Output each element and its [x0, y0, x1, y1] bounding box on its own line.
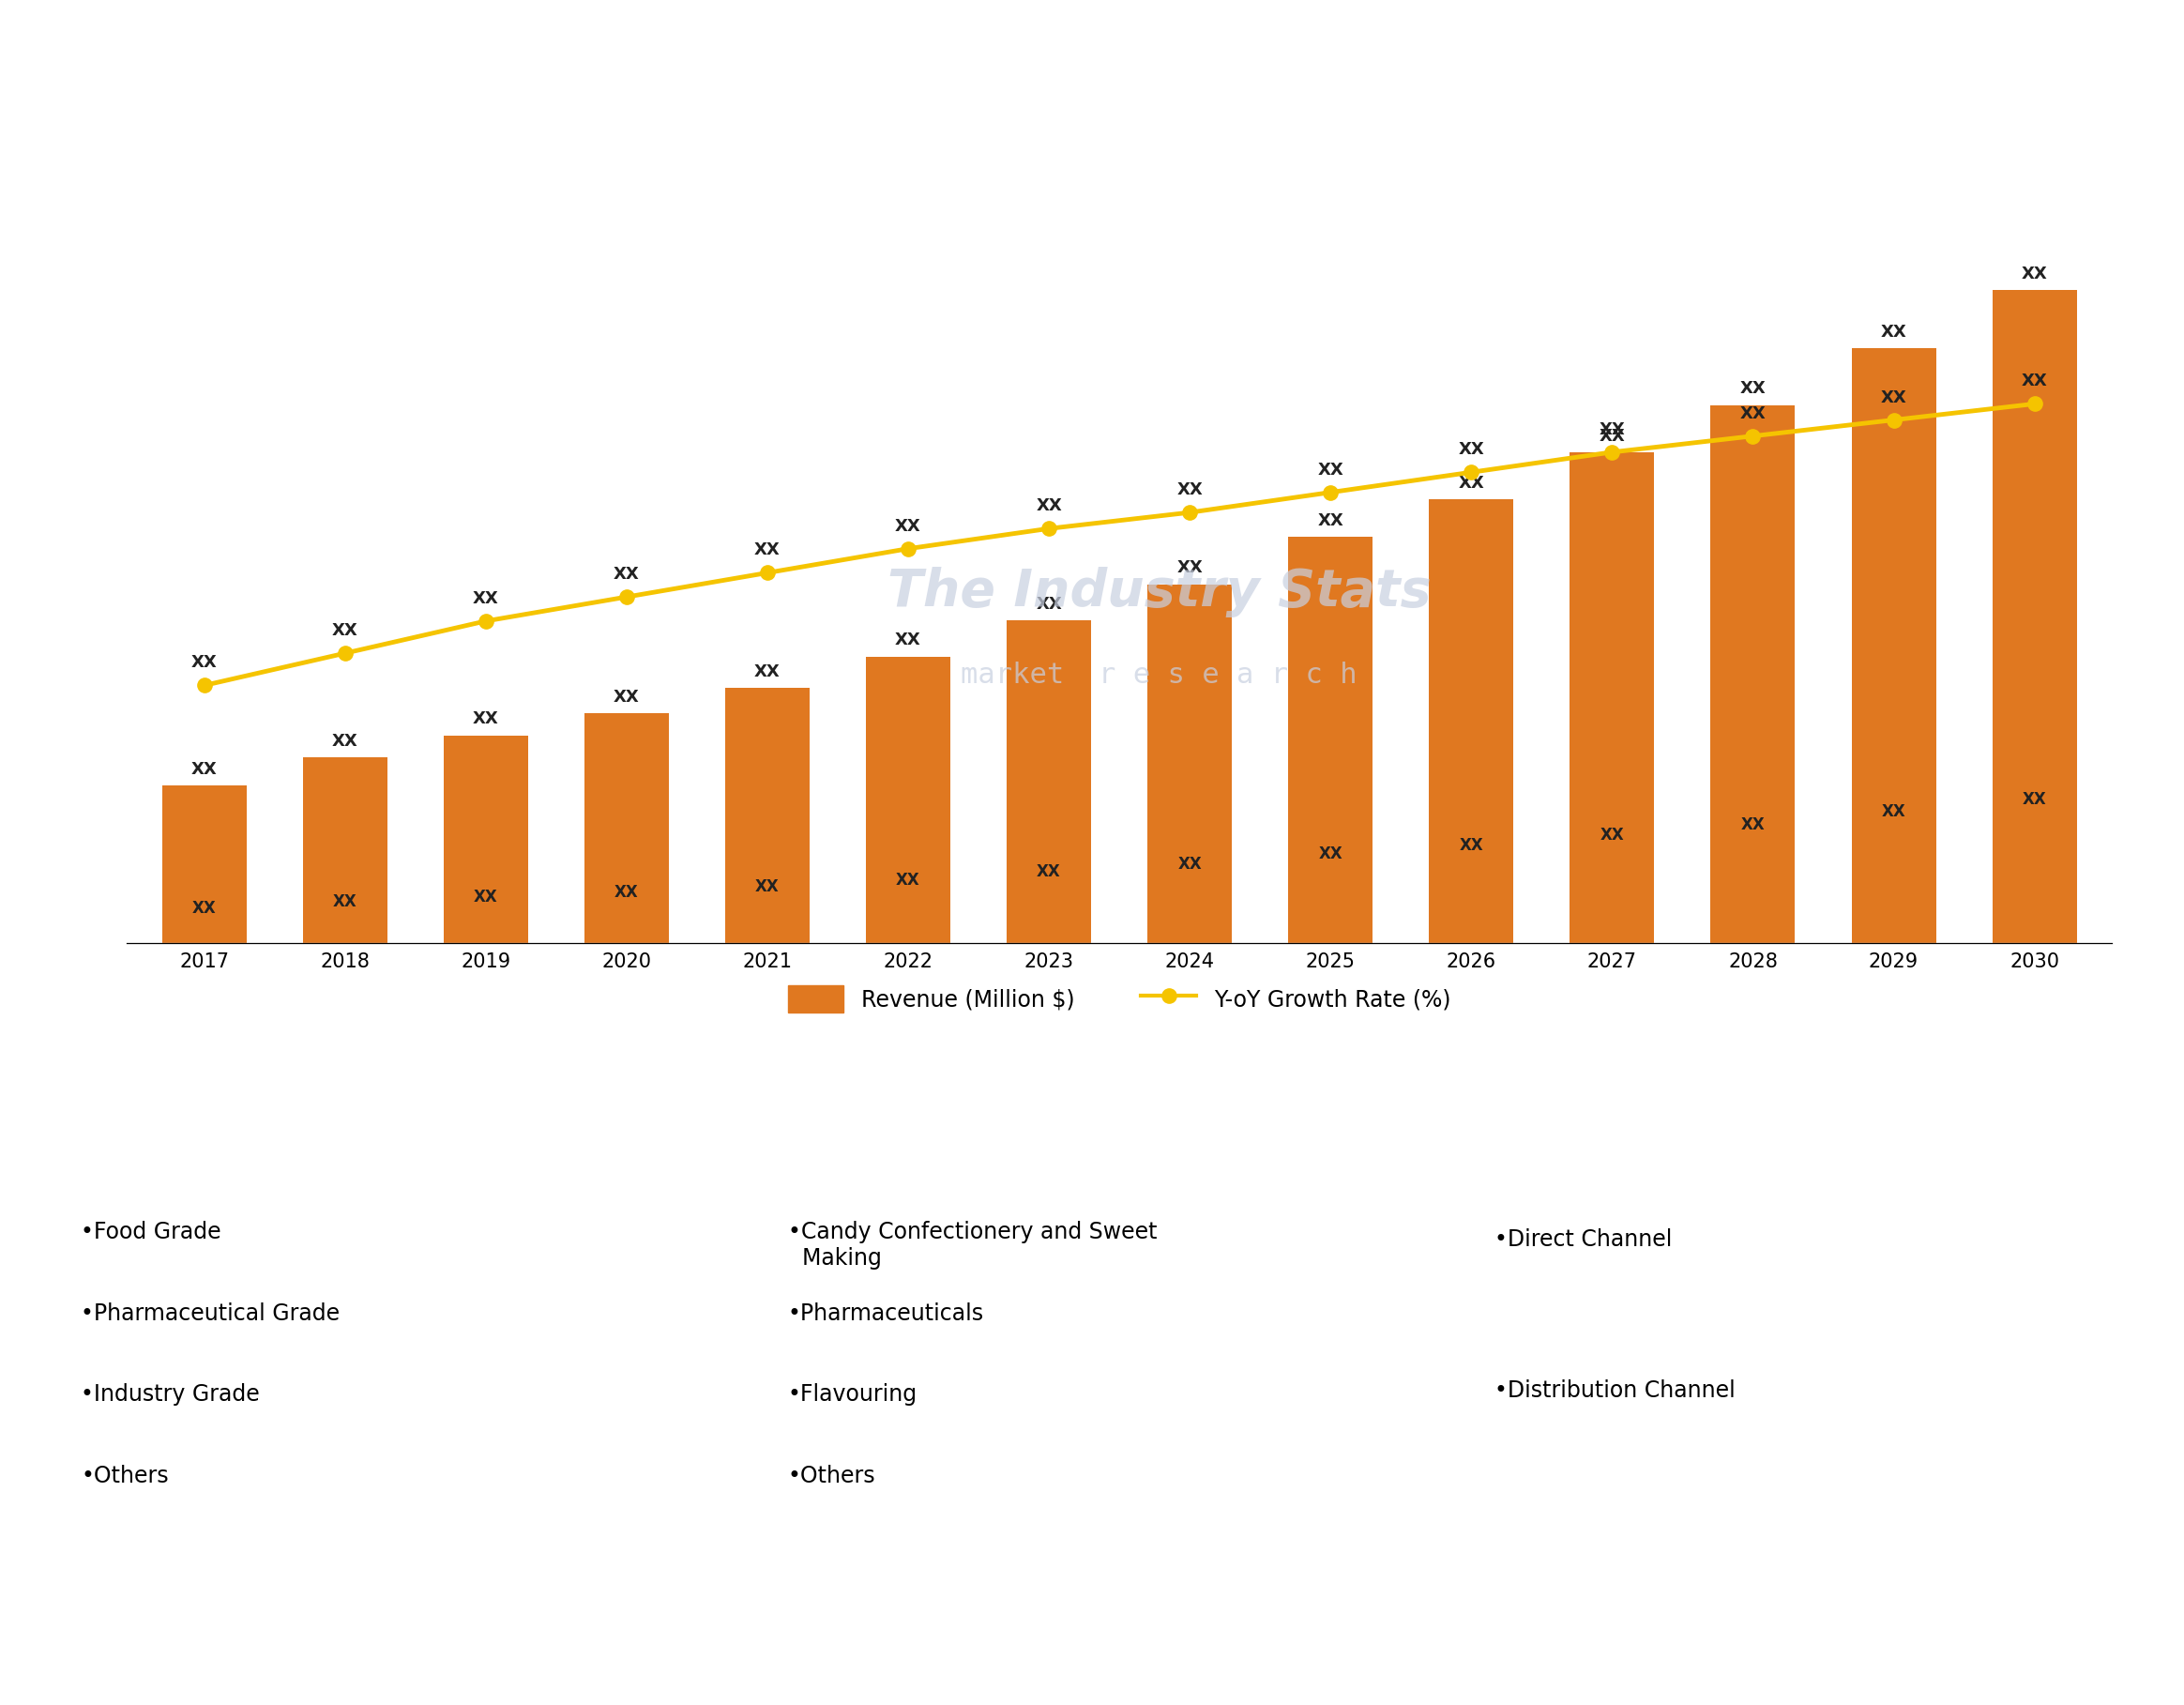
Text: XX: XX	[895, 518, 922, 535]
Text: XX: XX	[474, 888, 498, 905]
Text: XX: XX	[1599, 421, 1625, 438]
Text: •Flavouring: •Flavouring	[788, 1383, 917, 1407]
Text: •Food Grade: •Food Grade	[81, 1221, 221, 1243]
Bar	[1710, 406, 1795, 943]
Bar	[1428, 500, 1514, 943]
Legend: Revenue (Million $), Y-oY Growth Rate (%): Revenue (Million $), Y-oY Growth Rate (%…	[780, 977, 1459, 1021]
Text: XX: XX	[192, 900, 216, 917]
Text: XX: XX	[895, 633, 922, 650]
Text: •Candy Confectionery and Sweet
  Making: •Candy Confectionery and Sweet Making	[788, 1221, 1158, 1270]
Text: XX: XX	[1741, 406, 1767, 421]
Text: XX: XX	[1459, 442, 1485, 459]
Text: •Others: •Others	[788, 1465, 876, 1487]
Text: XX: XX	[472, 590, 498, 607]
Text: XX: XX	[1177, 856, 1201, 873]
Text: XX: XX	[1880, 389, 1907, 406]
Text: XX: XX	[1459, 474, 1485, 491]
Text: XX: XX	[1741, 817, 1765, 834]
Text: XX: XX	[1177, 559, 1203, 576]
Bar	[1147, 585, 1232, 943]
Text: •Distribution Channel: •Distribution Channel	[1494, 1379, 1736, 1403]
Text: XX: XX	[1317, 513, 1343, 529]
Text: XX: XX	[1037, 863, 1061, 880]
Text: •Direct Channel: •Direct Channel	[1494, 1228, 1673, 1251]
Text: XX: XX	[332, 622, 358, 639]
Bar	[585, 713, 668, 943]
Text: XX: XX	[614, 883, 638, 900]
Text: •Industry Grade: •Industry Grade	[81, 1383, 260, 1407]
Text: XX: XX	[1035, 595, 1061, 612]
Bar	[865, 656, 950, 943]
Text: XX: XX	[332, 893, 356, 910]
Text: market  r e s e a r c h: market r e s e a r c h	[961, 662, 1356, 689]
Text: •Pharmaceutical Grade: •Pharmaceutical Grade	[81, 1303, 341, 1325]
Bar	[162, 786, 247, 943]
Text: •Pharmaceuticals: •Pharmaceuticals	[788, 1303, 983, 1325]
Text: XX: XX	[1035, 498, 1061, 515]
Text: XX: XX	[895, 871, 919, 888]
Text: XX: XX	[190, 655, 216, 672]
Text: Website: www.theindustrystats.com: Website: www.theindustrystats.com	[1686, 1601, 2114, 1621]
Bar	[443, 735, 529, 943]
Text: XX: XX	[2022, 373, 2049, 390]
Bar	[304, 757, 387, 943]
Text: XX: XX	[1317, 462, 1343, 479]
Text: Sales Channels: Sales Channels	[1688, 1117, 1911, 1142]
Bar	[1852, 348, 1935, 943]
Text: XX: XX	[1177, 481, 1203, 498]
Text: XX: XX	[332, 733, 358, 750]
Text: XX: XX	[472, 711, 498, 728]
Text: XX: XX	[2022, 266, 2049, 283]
Text: XX: XX	[614, 566, 640, 583]
Text: XX: XX	[2022, 791, 2046, 808]
Text: XX: XX	[1883, 803, 1907, 820]
Text: XX: XX	[1459, 837, 1483, 854]
Bar	[1289, 537, 1374, 943]
Text: Fig. Global Liquid Glucose Market Status and Outlook: Fig. Global Liquid Glucose Market Status…	[70, 31, 933, 58]
Text: XX: XX	[1741, 380, 1767, 397]
Bar	[1992, 290, 2077, 943]
Text: •Others: •Others	[81, 1465, 168, 1487]
Text: XX: XX	[190, 760, 216, 777]
Text: XX: XX	[753, 542, 780, 559]
Text: Email: sales@theindustrystats.com: Email: sales@theindustrystats.com	[885, 1601, 1299, 1621]
Text: Source: Theindustrystats Analysis: Source: Theindustrystats Analysis	[70, 1601, 474, 1621]
Text: XX: XX	[753, 663, 780, 680]
Text: XX: XX	[1601, 827, 1625, 844]
Text: XX: XX	[1880, 324, 1907, 341]
Bar	[1007, 621, 1092, 943]
Text: XX: XX	[1599, 428, 1625, 445]
Text: The Industry Stats: The Industry Stats	[887, 566, 1431, 617]
Text: Application: Application	[1009, 1117, 1175, 1142]
Bar	[725, 689, 810, 943]
Bar	[1570, 452, 1653, 943]
Text: XX: XX	[1319, 846, 1343, 863]
Text: XX: XX	[756, 878, 780, 895]
Text: Product Types: Product Types	[282, 1117, 489, 1142]
Text: XX: XX	[614, 689, 640, 706]
